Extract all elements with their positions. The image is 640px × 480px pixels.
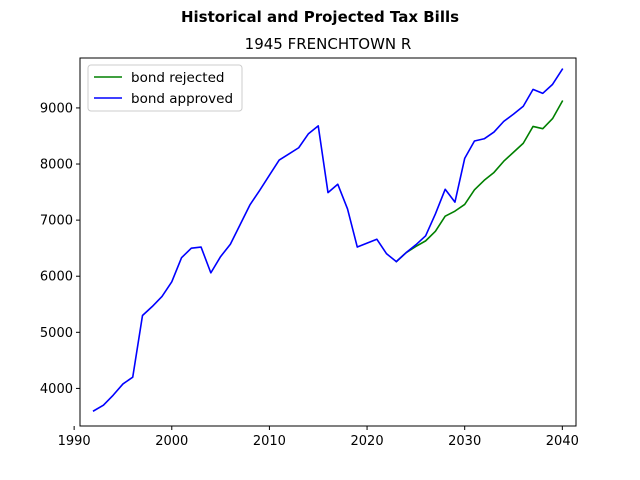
series-line-bond-approved — [92, 68, 564, 412]
legend: bond rejected bond approved — [87, 64, 243, 112]
chart-title: 1945 FRENCHTOWN R — [245, 35, 412, 53]
axes-frame — [79, 57, 577, 427]
legend-box — [87, 64, 243, 112]
series-layer — [92, 68, 564, 412]
x-tick-label: 2010 — [253, 434, 286, 449]
x-axis: 1990 2000 2010 2020 2030 2040 — [58, 426, 579, 449]
y-axis: 4000 5000 6000 7000 8000 9000 — [40, 101, 80, 397]
y-tick-label: 8000 — [40, 158, 73, 173]
x-tick-label: 2040 — [546, 434, 579, 449]
y-tick-label: 4000 — [40, 382, 73, 397]
x-tick-label: 2000 — [155, 434, 188, 449]
series-line-bond-rejected — [395, 100, 564, 263]
y-tick-label: 5000 — [40, 326, 73, 341]
legend-label: bond approved — [131, 91, 233, 107]
x-tick-label: 2020 — [351, 434, 384, 449]
legend-label: bond rejected — [131, 70, 224, 86]
y-tick-label: 9000 — [40, 101, 73, 116]
chart-suptitle: Historical and Projected Tax Bills — [181, 8, 459, 26]
y-tick-label: 7000 — [40, 214, 73, 229]
y-tick-label: 6000 — [40, 270, 73, 285]
x-tick-label: 2030 — [448, 434, 481, 449]
x-tick-label: 1990 — [58, 434, 91, 449]
